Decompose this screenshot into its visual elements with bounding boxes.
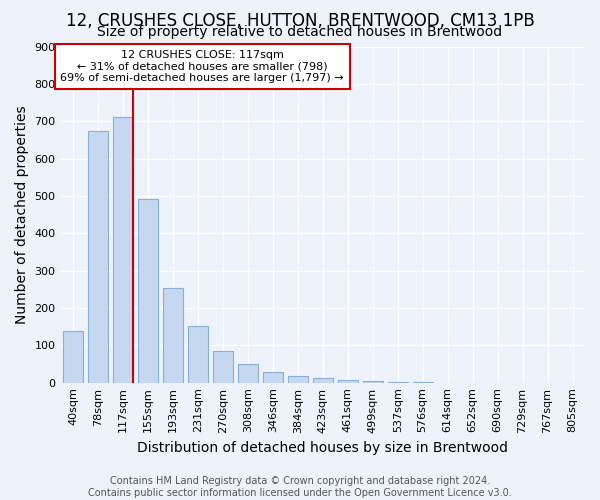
Bar: [238, 364, 258, 382]
Bar: [338, 380, 358, 382]
Text: Size of property relative to detached houses in Brentwood: Size of property relative to detached ho…: [97, 25, 503, 39]
Bar: [213, 351, 233, 382]
Bar: [138, 199, 158, 382]
Bar: [188, 326, 208, 382]
Text: 12 CRUSHES CLOSE: 117sqm
← 31% of detached houses are smaller (798)
69% of semi-: 12 CRUSHES CLOSE: 117sqm ← 31% of detach…: [61, 50, 344, 83]
Bar: [88, 130, 108, 382]
Bar: [288, 376, 308, 382]
Text: 12, CRUSHES CLOSE, HUTTON, BRENTWOOD, CM13 1PB: 12, CRUSHES CLOSE, HUTTON, BRENTWOOD, CM…: [65, 12, 535, 30]
Bar: [363, 381, 383, 382]
Y-axis label: Number of detached properties: Number of detached properties: [15, 106, 29, 324]
X-axis label: Distribution of detached houses by size in Brentwood: Distribution of detached houses by size …: [137, 441, 508, 455]
Bar: [313, 378, 333, 382]
Bar: [163, 288, 183, 382]
Bar: [63, 331, 83, 382]
Text: Contains HM Land Registry data © Crown copyright and database right 2024.
Contai: Contains HM Land Registry data © Crown c…: [88, 476, 512, 498]
Bar: [263, 372, 283, 382]
Bar: [113, 118, 133, 382]
